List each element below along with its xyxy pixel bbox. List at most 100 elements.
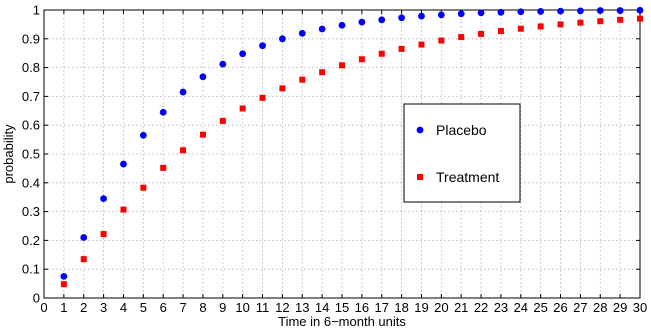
treatment-point: [239, 105, 246, 112]
x-tick-label: 1: [60, 300, 67, 315]
x-tick-label: 23: [494, 300, 508, 315]
placebo-point: [457, 10, 465, 18]
x-tick-label: 19: [414, 300, 428, 315]
treatment-point: [80, 256, 87, 263]
placebo-point: [219, 60, 227, 68]
treatment-point: [199, 131, 206, 138]
placebo-point: [358, 18, 366, 26]
x-tick-label: 6: [160, 300, 167, 315]
placebo-point: [139, 131, 147, 139]
data-points: [60, 6, 644, 288]
y-tick-label: 0: [33, 291, 40, 306]
legend-items: Placebo Treatment: [416, 122, 499, 185]
y-axis-label: probability: [1, 124, 16, 184]
treatment-point: [637, 15, 643, 22]
treatment-point: [120, 206, 127, 213]
y-tick-labels: 0 0.1 0.2 0.3 0.4 0.5 0.6 0.7 0.8 0.9 1: [22, 3, 40, 306]
treatment-point: [299, 76, 306, 83]
y-tick-label: 0.3: [22, 204, 40, 219]
treatment-point: [577, 19, 584, 26]
treatment-point: [219, 117, 226, 124]
treatment-point: [358, 56, 365, 63]
placebo-point: [437, 11, 445, 19]
placebo-point: [80, 234, 88, 241]
placebo-point: [318, 25, 326, 33]
treatment-point: [597, 18, 604, 25]
grid-lines: [44, 10, 640, 298]
placebo-point: [100, 195, 107, 203]
placebo-point: [120, 160, 127, 168]
placebo-point: [517, 8, 525, 16]
placebo-point: [497, 8, 505, 16]
x-tick-label: 12: [275, 300, 289, 315]
placebo-point: [577, 7, 584, 15]
x-tick-label: 10: [235, 300, 249, 315]
placebo-point: [418, 12, 425, 20]
treatment-point: [160, 164, 167, 171]
placebo-point: [60, 273, 68, 280]
treatment-point: [418, 41, 425, 48]
treatment-point: [339, 62, 345, 69]
x-tick-label: 30: [633, 300, 647, 315]
legend-marker-placebo: [416, 126, 424, 134]
treatment-point: [259, 94, 266, 101]
x-tick-label: 16: [355, 300, 369, 315]
placebo-point: [159, 108, 167, 116]
x-tick-label: 25: [533, 300, 547, 315]
x-tick-label: 14: [315, 300, 329, 315]
placebo-point: [636, 6, 644, 14]
x-tick-label: 29: [613, 300, 627, 315]
treatment-point: [557, 21, 564, 28]
y-tick-label: 0.9: [22, 31, 40, 46]
placebo-point: [338, 21, 346, 29]
x-tick-labels: 0 1 2 3 4 5 6 7 8 9 10 11 12 13 14 15 16 17 18 19 20 21 22 23 24…: [40, 300, 647, 315]
treatment-point: [398, 45, 405, 52]
x-tick-label: 8: [199, 300, 206, 315]
x-tick-label: 22: [474, 300, 488, 315]
placebo-point: [239, 50, 247, 58]
x-tick-label: 2: [80, 300, 87, 315]
treatment-point: [517, 25, 524, 32]
x-tick-label: 20: [434, 300, 448, 315]
x-tick-label: 24: [514, 300, 528, 315]
x-tick-label: 27: [573, 300, 587, 315]
legend-label-placebo: Placebo: [436, 122, 487, 138]
treatment-point: [537, 23, 544, 30]
placebo-point: [199, 73, 207, 81]
treatment-point: [279, 85, 286, 92]
legend: Placebo Treatment: [403, 103, 521, 203]
treatment-point: [458, 34, 465, 41]
y-tick-label: 0.6: [22, 118, 40, 133]
y-tick-label: 0.7: [22, 89, 40, 104]
x-tick-label: 5: [140, 300, 147, 315]
y-tick-label: 0.4: [22, 175, 40, 190]
x-tick-label: 15: [335, 300, 349, 315]
y-tick-label: 0.2: [22, 233, 40, 248]
x-axis-label: Time in 6−month units: [278, 314, 406, 329]
x-tick-label: 9: [219, 300, 226, 315]
placebo-point: [179, 88, 187, 96]
treatment-point: [378, 50, 385, 57]
placebo-point: [616, 7, 624, 14]
treatment-point: [497, 28, 504, 35]
treatment-point: [438, 37, 445, 44]
placebo-point: [259, 42, 266, 50]
treatment-point: [617, 16, 624, 23]
treatment-point: [100, 231, 107, 238]
y-tick-label: 0.5: [22, 147, 40, 162]
placebo-point: [298, 29, 306, 37]
x-tick-label: 21: [454, 300, 468, 315]
y-tick-label: 0.1: [22, 262, 40, 277]
x-tick-label: 0: [40, 300, 47, 315]
x-tick-label: 18: [394, 300, 408, 315]
x-tick-label: 11: [256, 300, 270, 315]
x-tick-label: 28: [593, 300, 607, 315]
treatment-point: [140, 184, 147, 191]
placebo-point: [279, 35, 286, 43]
treatment-point: [478, 30, 485, 37]
x-tick-label: 7: [179, 300, 186, 315]
placebo-point: [557, 7, 564, 15]
x-tick-label: 3: [100, 300, 107, 315]
y-tick-label: 1: [33, 3, 40, 18]
treatment-point: [319, 69, 326, 76]
